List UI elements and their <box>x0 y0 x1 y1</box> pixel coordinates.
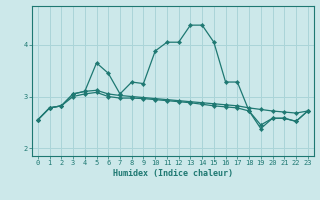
X-axis label: Humidex (Indice chaleur): Humidex (Indice chaleur) <box>113 169 233 178</box>
